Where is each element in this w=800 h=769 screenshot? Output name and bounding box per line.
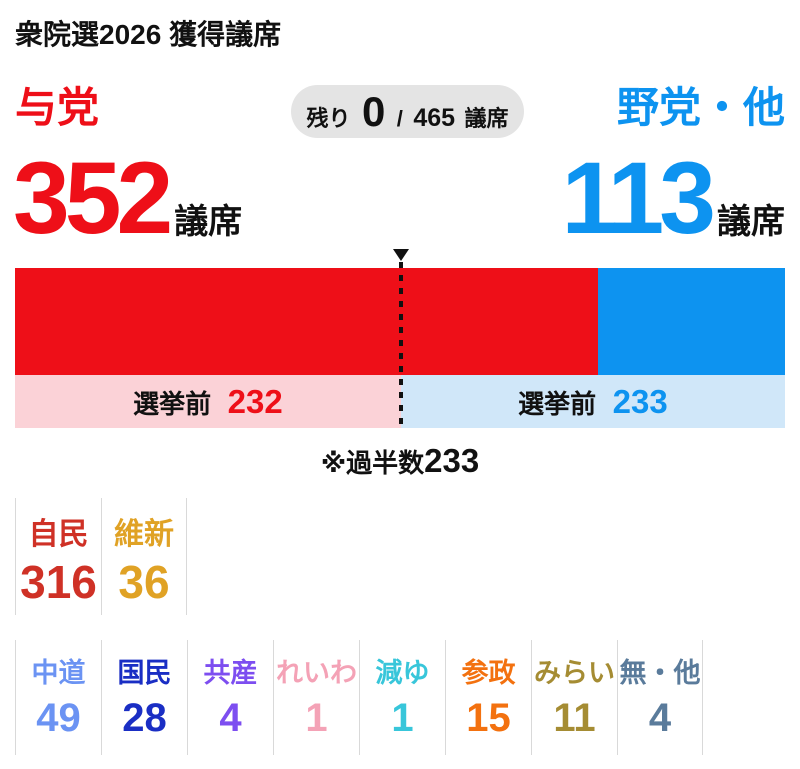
party-row-major: 自民 316 維新 36 xyxy=(15,498,187,615)
pre-election-value-opposition: 233 xyxy=(612,383,668,420)
party-name: 国民 xyxy=(117,658,172,688)
party-cell: 維新 36 xyxy=(101,498,187,615)
party-name: 維新 xyxy=(114,518,174,551)
party-cell: 国民 28 xyxy=(101,640,187,755)
majority-note-prefix: ※過半数 xyxy=(320,448,425,478)
bar-segment-opposition xyxy=(597,268,785,375)
opposition-seats-number: 113 xyxy=(561,141,716,255)
ruling-seats-number: 352 xyxy=(13,141,173,255)
total-seats: 465 xyxy=(413,103,456,132)
party-seats: 36 xyxy=(118,556,170,608)
party-seats: 28 xyxy=(122,696,167,740)
bar-segment-ruling xyxy=(15,268,598,375)
party-cell: 中道 49 xyxy=(15,640,101,755)
majority-note-value: 233 xyxy=(424,442,480,479)
party-cell: 減ゆ 1 xyxy=(359,640,445,755)
party-cell: 参政 15 xyxy=(445,640,531,755)
party-seats: 4 xyxy=(648,696,672,740)
remaining-value: 0 xyxy=(361,87,386,135)
party-seats: 11 xyxy=(553,696,596,740)
seats-bar xyxy=(15,268,785,375)
party-name: 中道 xyxy=(31,658,86,688)
party-name: れいわ xyxy=(276,658,357,688)
remaining-separator: / xyxy=(396,105,403,131)
party-seats: 1 xyxy=(391,696,414,740)
ruling-seats-total: 352 議席 xyxy=(13,147,242,249)
majority-note: ※過半数233 xyxy=(0,444,800,477)
ruling-seats-unit: 議席 xyxy=(174,203,243,241)
party-seats: 1 xyxy=(305,696,328,740)
pre-election-bar: 選挙前 232 選挙前 233 xyxy=(15,375,785,428)
party-seats: 15 xyxy=(466,696,511,740)
opposition-seats-total: 113 議席 xyxy=(561,147,785,249)
page-title: 衆院選2026 獲得議席 xyxy=(15,19,282,50)
remaining-seats-pill: 残り 0 / 465 議席 xyxy=(291,85,524,138)
party-cell: れいわ 1 xyxy=(273,640,359,755)
opposition-seats-unit: 議席 xyxy=(717,203,785,241)
pre-election-value-ruling: 232 xyxy=(227,383,283,420)
pre-election-label-ruling: 選挙前 xyxy=(133,389,212,419)
party-seats: 4 xyxy=(219,696,242,740)
majority-line xyxy=(398,262,403,428)
remaining-prefix: 残り xyxy=(306,105,351,131)
pre-segment-ruling: 選挙前 232 xyxy=(15,375,401,428)
party-cell: 共産 4 xyxy=(187,640,273,755)
party-name: みらい xyxy=(534,658,615,688)
pre-segment-opposition: 選挙前 233 xyxy=(400,375,785,428)
pre-election-label-opposition: 選挙前 xyxy=(518,389,597,419)
party-name: 参政 xyxy=(461,658,516,688)
party-name: 無・他 xyxy=(619,658,701,688)
party-cell: 無・他 4 xyxy=(617,640,703,755)
opposition-label: 野党・他 xyxy=(616,84,785,131)
remaining-seats-text: 残り 0 / 465 議席 xyxy=(306,87,509,135)
majority-marker-icon xyxy=(392,249,409,261)
party-cell: みらい 11 xyxy=(531,640,617,755)
ruling-party-label: 与党 xyxy=(15,84,100,131)
party-seats: 49 xyxy=(36,696,81,740)
party-name: 自民 xyxy=(28,518,89,551)
party-name: 共産 xyxy=(203,658,258,688)
party-name: 減ゆ xyxy=(375,658,430,688)
party-seats: 316 xyxy=(20,556,97,608)
party-cell: 自民 316 xyxy=(15,498,101,615)
party-row-minor: 中道 49 国民 28 共産 4 れいわ 1 減ゆ 1 参政 15 みらい 11… xyxy=(15,640,703,755)
remaining-unit: 議席 xyxy=(464,105,509,131)
